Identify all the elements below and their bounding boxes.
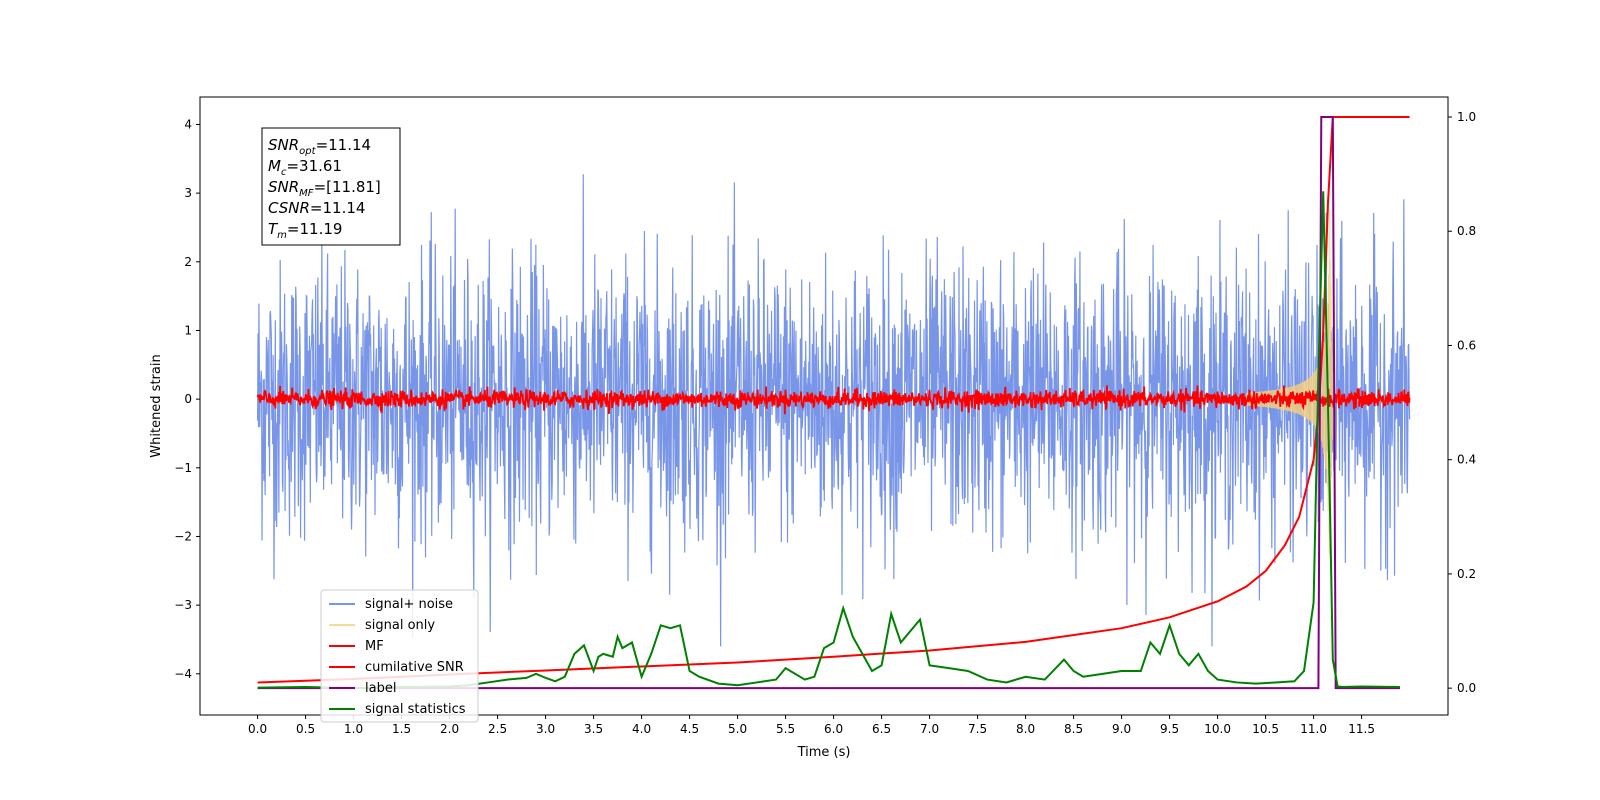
y2-tick-label: 0.2 <box>1457 567 1476 581</box>
legend: signal+ noise signal only MF cumilative SNR… <box>320 589 479 723</box>
y-tick-label: 0 <box>184 392 192 406</box>
annotation-symbol: T <box>268 220 279 238</box>
x-axis-label: Time (s) <box>797 745 851 760</box>
annotation-value: =31.61 <box>286 157 342 175</box>
x-tick-label: 4.5 <box>680 722 699 736</box>
annotation-value: =[11.81] <box>314 178 381 196</box>
annotation-frame <box>261 127 401 246</box>
legend-label: signal statistics <box>365 702 466 717</box>
annotation-subscript: MF <box>299 188 314 199</box>
legend-frame <box>320 589 479 723</box>
y2-tick-label: 1.0 <box>1457 110 1476 124</box>
x-tick-label: 6.0 <box>824 722 843 736</box>
x-tick-label: 8.5 <box>1064 722 1083 736</box>
y2-tick-label: 0.4 <box>1457 453 1476 467</box>
legend-label: MF <box>365 639 384 654</box>
x-tick-label: 0.5 <box>296 722 315 736</box>
y-tick-label: −2 <box>174 529 192 543</box>
x-tick-label: 5.0 <box>728 722 747 736</box>
annotation-line: Tm=11.19 <box>268 220 342 241</box>
annotation-line: Mc=31.61 <box>268 157 342 178</box>
legend-label: signal only <box>365 618 435 633</box>
x-tick-label: 2.0 <box>440 722 459 736</box>
x-tick-label: 4.0 <box>632 722 651 736</box>
series-mf-line <box>256 385 1411 415</box>
x-tick-label: 11.0 <box>1300 722 1327 736</box>
y-tick-label: 1 <box>184 323 192 337</box>
annotation-box: SNRopt=11.14Mc=31.61SNRMF=[11.81]CSNR=11… <box>261 127 401 246</box>
legend-label: cumilative SNR <box>365 660 464 675</box>
y-tick-label: −3 <box>174 598 192 612</box>
annotation-subscript: opt <box>299 146 316 157</box>
legend-label: signal+ noise <box>365 597 453 612</box>
legend-label: label <box>365 681 396 696</box>
y-tick-label: −4 <box>174 667 192 681</box>
series-signal-only-line <box>1245 209 1343 560</box>
y2-tick-label: 0.6 <box>1457 338 1476 352</box>
y-axis-left: 4 3 2 1 0 −1 −2 −3 −4 <box>174 117 200 681</box>
x-tick-label: 9.5 <box>1160 722 1179 736</box>
x-tick-label: 6.5 <box>872 722 891 736</box>
x-tick-label: 2.5 <box>488 722 507 736</box>
annotation-value: =11.19 <box>287 220 343 238</box>
x-tick-label: 3.5 <box>584 722 603 736</box>
annotation-symbol: M <box>268 157 281 175</box>
y-tick-label: 2 <box>184 255 192 269</box>
annotation-line: SNRopt=11.14 <box>268 136 371 157</box>
y-tick-label: 4 <box>184 117 192 131</box>
annotation-subscript: c <box>281 167 287 178</box>
series-signal-statistics-line <box>257 191 1401 690</box>
x-tick-label: 11.5 <box>1348 722 1375 736</box>
series-layer <box>256 115 1411 690</box>
x-tick-label: 7.5 <box>968 722 987 736</box>
annotation-symbol: SNR <box>268 178 299 196</box>
annotation-line: SNRMF=[11.81] <box>268 178 381 199</box>
x-tick-label: 1.5 <box>392 722 411 736</box>
x-tick-label: 9.0 <box>1112 722 1131 736</box>
annotation-subscript: m <box>277 230 287 241</box>
series-cumilative-snr-line <box>257 115 1410 684</box>
annotation-value: =11.14 <box>316 136 372 154</box>
annotation-symbol: CSNR <box>268 199 310 217</box>
x-axis: 0.0 0.5 1.0 1.5 2.0 2.5 3.0 3.5 4.0 4.5 5.0 5.5 6.0 6… <box>248 715 1375 736</box>
y-axis-right: 1.0 0.8 0.6 0.4 0.2 0.0 <box>1448 110 1476 695</box>
annotation-value: =11.14 <box>310 199 366 217</box>
annotation-line: CSNR=11.14 <box>268 199 365 217</box>
series-signal-noise-line <box>257 174 1411 647</box>
x-tick-label: 3.0 <box>536 722 555 736</box>
x-tick-label: 0.0 <box>248 722 267 736</box>
x-tick-label: 10.0 <box>1204 722 1231 736</box>
y-axis-label: Whitened strain <box>149 354 164 457</box>
annotation-symbol: SNR <box>268 136 299 154</box>
y-tick-label: −1 <box>174 461 192 475</box>
y-tick-label: 3 <box>184 186 192 200</box>
x-tick-label: 7.0 <box>920 722 939 736</box>
x-tick-label: 8.0 <box>1016 722 1035 736</box>
plot-frame <box>199 96 1449 716</box>
x-tick-label: 10.5 <box>1252 722 1279 736</box>
y2-tick-label: 0.8 <box>1457 224 1476 238</box>
x-tick-label: 5.5 <box>776 722 795 736</box>
series-label-line <box>257 115 1400 690</box>
y2-tick-label: 0.0 <box>1457 681 1476 695</box>
x-tick-label: 1.0 <box>344 722 363 736</box>
